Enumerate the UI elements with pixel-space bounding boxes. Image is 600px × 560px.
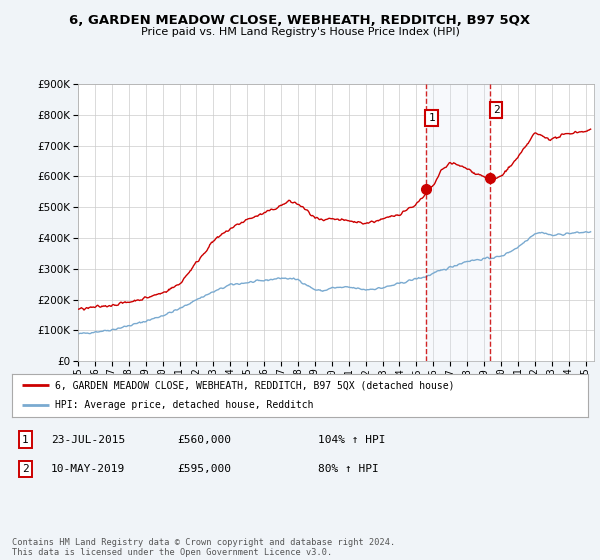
Text: HPI: Average price, detached house, Redditch: HPI: Average price, detached house, Redd… xyxy=(55,400,314,410)
Text: 104% ↑ HPI: 104% ↑ HPI xyxy=(318,435,386,445)
Text: £595,000: £595,000 xyxy=(177,464,231,474)
Text: 23-JUL-2015: 23-JUL-2015 xyxy=(51,435,125,445)
Text: 6, GARDEN MEADOW CLOSE, WEBHEATH, REDDITCH, B97 5QX: 6, GARDEN MEADOW CLOSE, WEBHEATH, REDDIT… xyxy=(70,14,530,27)
Text: 2: 2 xyxy=(22,464,29,474)
Text: 6, GARDEN MEADOW CLOSE, WEBHEATH, REDDITCH, B97 5QX (detached house): 6, GARDEN MEADOW CLOSE, WEBHEATH, REDDIT… xyxy=(55,380,455,390)
Text: 80% ↑ HPI: 80% ↑ HPI xyxy=(318,464,379,474)
Text: Contains HM Land Registry data © Crown copyright and database right 2024.
This d: Contains HM Land Registry data © Crown c… xyxy=(12,538,395,557)
Text: £560,000: £560,000 xyxy=(177,435,231,445)
Text: 2: 2 xyxy=(493,105,499,115)
Bar xyxy=(425,84,490,361)
Text: 10-MAY-2019: 10-MAY-2019 xyxy=(51,464,125,474)
Text: 1: 1 xyxy=(428,113,435,123)
Text: Price paid vs. HM Land Registry's House Price Index (HPI): Price paid vs. HM Land Registry's House … xyxy=(140,27,460,37)
Text: 1: 1 xyxy=(22,435,29,445)
